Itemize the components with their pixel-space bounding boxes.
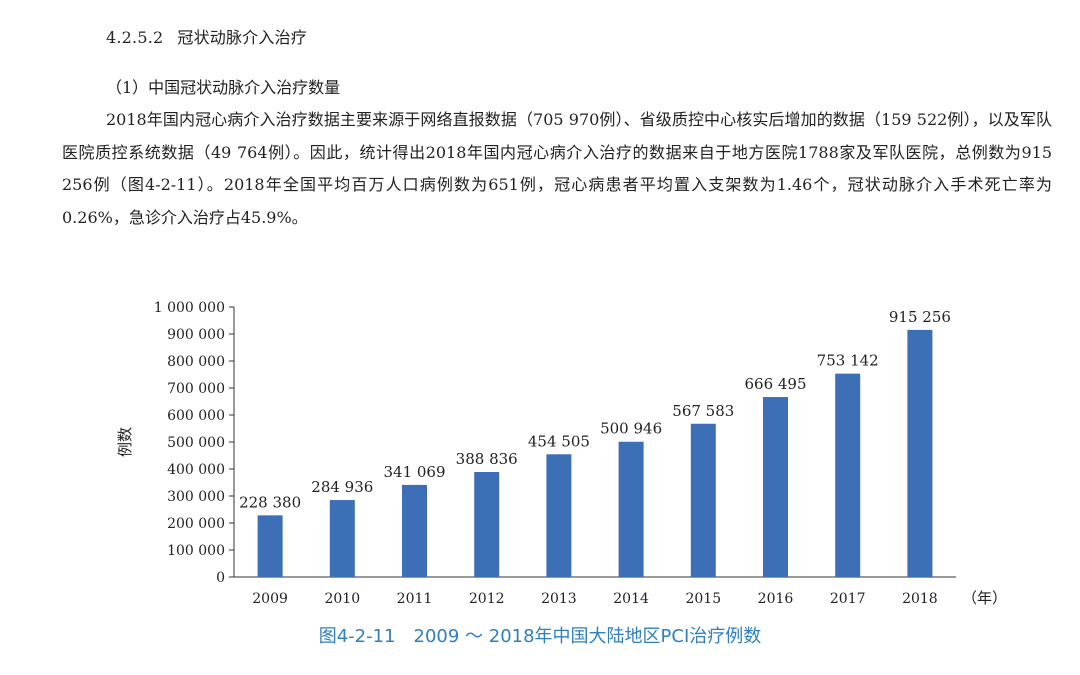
y-tick-label: 700 000	[167, 381, 225, 397]
bar	[618, 441, 644, 577]
bar	[474, 472, 500, 577]
bar	[763, 397, 788, 577]
bar-value-label: 567 583	[672, 402, 734, 420]
bar-value-label: 388 836	[456, 450, 518, 468]
body-paragraph: 2018年国内冠心病介入治疗数据主要来源于网络直报数据（705 970例）、省级…	[62, 110, 1052, 227]
bar	[329, 500, 355, 577]
x-tick-label: 2015	[685, 591, 721, 607]
x-tick-label: 2011	[397, 591, 433, 607]
y-tick-label: 200 000	[167, 516, 225, 532]
x-tick-label: 2018	[902, 591, 938, 607]
figure-caption: 图4-2-11 2009 ～ 2018年中国大陆地区PCI治疗例数	[318, 626, 762, 647]
x-tick-label: 2016	[758, 591, 794, 607]
y-tick-label: 100 000	[167, 543, 225, 559]
bar-value-label: 284 936	[311, 478, 373, 496]
bar	[907, 329, 933, 577]
x-tick-label: 2017	[830, 591, 866, 607]
bar-value-label: 666 495	[744, 375, 806, 393]
section-title: 冠状动脉介入治疗	[177, 28, 307, 47]
y-tick-label: 500 000	[167, 435, 225, 451]
x-tick-label: 2012	[469, 591, 505, 607]
bar-value-label: 454 505	[528, 432, 590, 450]
x-tick-label: 2013	[541, 591, 577, 607]
subsection-heading: （1）中国冠状动脉介入治疗数量	[106, 78, 341, 97]
y-axis-title: 例数	[116, 427, 134, 457]
y-tick-label: 600 000	[167, 408, 225, 424]
bar	[690, 423, 716, 577]
x-tick-label: 2009	[252, 591, 288, 607]
x-tick-label: 2010	[324, 591, 360, 607]
pci-bar-chart: 0 100 000 200 000 300 000 400 000 500 000 600 …	[116, 300, 1007, 607]
x-axis-title: （年）	[962, 589, 1007, 607]
y-tick-label: 900 000	[167, 327, 225, 343]
y-tick-label: 400 000	[167, 462, 225, 478]
y-tick-label: 0	[216, 570, 225, 586]
bar	[402, 484, 427, 577]
bar	[546, 454, 572, 577]
y-tick-label: 300 000	[167, 489, 225, 505]
x-tick-label: 2014	[613, 591, 649, 607]
y-tick-label: 800 000	[167, 354, 225, 370]
bar	[835, 373, 861, 577]
bar-value-label: 341 069	[383, 463, 445, 481]
section-number: 4.2.5.2	[106, 28, 164, 47]
bar	[257, 515, 283, 577]
bar-value-label: 915 256	[889, 308, 951, 326]
section-heading: 4.2.5.2 冠状动脉介入治疗	[106, 24, 307, 48]
bar-value-label: 228 380	[239, 493, 301, 511]
y-tick-label: 1 000 000	[154, 300, 225, 316]
bar-value-label: 753 142	[817, 352, 879, 370]
bar-value-label: 500 946	[600, 420, 662, 438]
